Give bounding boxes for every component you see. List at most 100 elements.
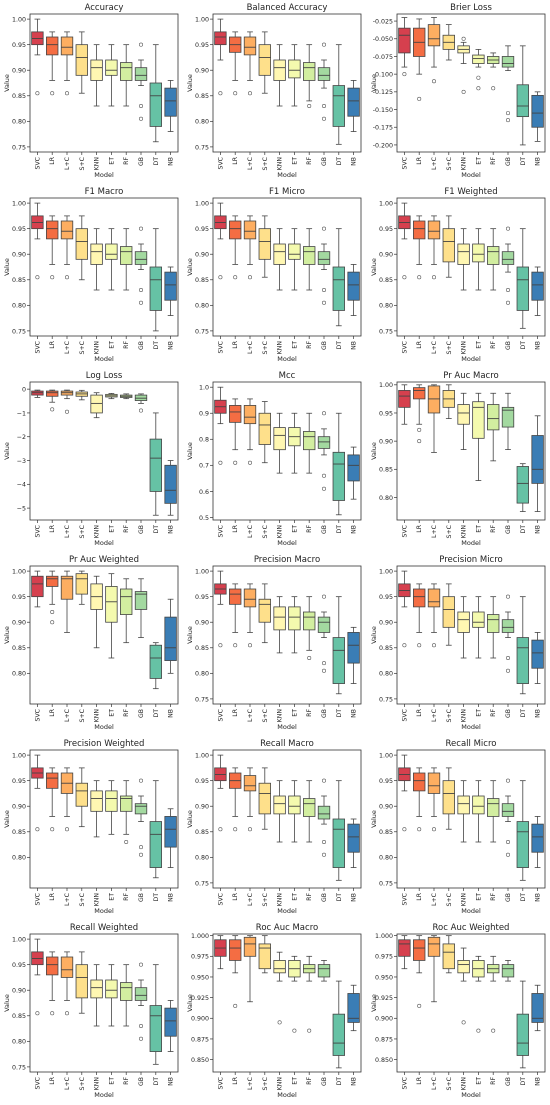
x-tick-label: SVC xyxy=(401,525,408,537)
x-tick-label: S+C xyxy=(262,893,269,906)
x-tick-label: KNN xyxy=(94,893,101,907)
x-tick-label: KNN xyxy=(461,341,468,355)
chart-panel: F1 Macro 0.75 0.80 0.85 0.90 0.95 1.00 Value SVC… xyxy=(3,187,179,363)
outlier-point xyxy=(461,89,466,94)
x-tick-label: KNN xyxy=(277,525,284,539)
x-tick-label: LR xyxy=(232,892,239,900)
outlier-point xyxy=(139,408,144,413)
outlier-point xyxy=(65,1011,70,1016)
x-tick-label: GB xyxy=(138,709,145,718)
x-tick-label: GB xyxy=(505,1077,512,1086)
outlier-point xyxy=(233,827,238,832)
y-tick-label: 1.0 xyxy=(199,385,209,392)
outlier-point xyxy=(321,594,326,599)
x-tick-label: LR xyxy=(49,340,56,348)
outlier-point xyxy=(505,226,510,231)
x-tick-label: L+C xyxy=(431,709,438,722)
chart-title: Pr Auc Macro xyxy=(443,371,498,381)
outlier-point xyxy=(505,778,510,783)
y-tick-label: 0.75 xyxy=(379,880,393,887)
x-tick-label: DT xyxy=(336,709,343,718)
y-axis-label: Value xyxy=(3,74,11,92)
x-tick-label: GB xyxy=(505,709,512,718)
outlier-point xyxy=(476,86,481,91)
y-tick-label: 0.85 xyxy=(379,829,393,836)
box-nb xyxy=(347,271,360,301)
y-tick-label: 0.85 xyxy=(195,93,209,100)
y-axis-label: Value xyxy=(3,442,11,460)
box-spc xyxy=(258,228,271,260)
x-tick-label: LR xyxy=(416,892,423,900)
chart-panel: Accuracy 0.75 0.80 0.85 0.90 0.95 1.00 Value SVC… xyxy=(3,3,179,179)
axes-frame xyxy=(212,13,362,153)
y-tick-label: 0.850 xyxy=(375,1057,393,1064)
x-tick-label: DT xyxy=(520,341,527,350)
box-dt xyxy=(516,821,529,868)
box-nb xyxy=(347,823,360,853)
outlier-point xyxy=(417,427,422,432)
outlier-point xyxy=(321,486,326,491)
outlier-point xyxy=(307,655,312,660)
y-tick-label: 1.00 xyxy=(195,753,209,760)
axes-frame xyxy=(396,381,546,521)
x-axis-label: Model xyxy=(277,171,297,179)
axes-frame xyxy=(396,565,546,705)
x-tick-label: SVC xyxy=(34,525,41,537)
y-tick-label: 0.95 xyxy=(195,778,209,785)
outlier-point xyxy=(50,1011,55,1016)
box-gb xyxy=(317,251,331,265)
outlier-point xyxy=(402,275,407,280)
x-tick-label: GB xyxy=(505,157,512,166)
chart-title: F1 Micro xyxy=(269,187,305,197)
axes-frame xyxy=(212,565,362,705)
x-tick-label: DT xyxy=(520,525,527,534)
y-tick-label: 0.5 xyxy=(199,515,209,522)
outlier-point xyxy=(139,287,144,292)
outlier-point xyxy=(476,1028,481,1033)
chart-panel: Pr Auc Weighted 0.80 0.85 0.90 0.95 1.00 Value… xyxy=(3,555,179,731)
outlier-point xyxy=(402,827,407,832)
x-tick-label: DT xyxy=(153,341,160,350)
box-et xyxy=(105,979,118,999)
y-tick-label: 0.85 xyxy=(195,645,209,652)
outlier-point xyxy=(139,300,144,305)
y-tick-label: 0.875 xyxy=(191,1036,209,1043)
box-gb xyxy=(134,987,148,1001)
x-tick-label: S+C xyxy=(262,709,269,722)
chart-panel: F1 Micro 0.75 0.80 0.85 0.90 0.95 1.00 Value SVC… xyxy=(186,187,362,363)
x-tick-label: DT xyxy=(153,525,160,534)
box-nb xyxy=(347,87,360,117)
outlier-point xyxy=(505,111,510,116)
box-svc xyxy=(31,575,44,598)
y-tick-label: 0.90 xyxy=(379,252,393,259)
y-tick-label: 0.975 xyxy=(375,954,393,961)
box-lpc xyxy=(60,575,74,600)
y-tick-label: 0.95 xyxy=(195,594,209,601)
box-knn xyxy=(273,243,286,265)
y-tick-label: 0.80 xyxy=(12,119,26,126)
box-spc xyxy=(75,782,88,807)
x-tick-label: KNN xyxy=(94,709,101,723)
x-tick-label: RF xyxy=(123,525,130,533)
x-tick-label: DT xyxy=(520,1077,527,1086)
box-lr xyxy=(46,220,59,240)
box-gb xyxy=(501,619,515,633)
y-tick-label: 0.6 xyxy=(199,489,209,496)
outlier-point xyxy=(417,275,422,280)
y-tick-label: 0.75 xyxy=(12,1064,26,1071)
box-rf xyxy=(487,404,500,431)
box-dt xyxy=(516,1013,529,1056)
x-axis-label: Model xyxy=(461,539,481,547)
y-tick-label: -0.075 xyxy=(373,54,393,61)
outlier-point xyxy=(233,91,238,96)
x-tick-label: GB xyxy=(505,341,512,350)
x-tick-label: ET xyxy=(475,525,482,533)
box-knn xyxy=(273,960,286,974)
box-nb xyxy=(164,87,177,117)
y-axis-label: Value xyxy=(370,810,378,828)
box-rf xyxy=(120,62,133,81)
x-axis-label: Model xyxy=(94,907,114,915)
chart-title: Log Loss xyxy=(86,371,123,381)
box-nb xyxy=(531,823,544,853)
outlier-point xyxy=(417,643,422,648)
